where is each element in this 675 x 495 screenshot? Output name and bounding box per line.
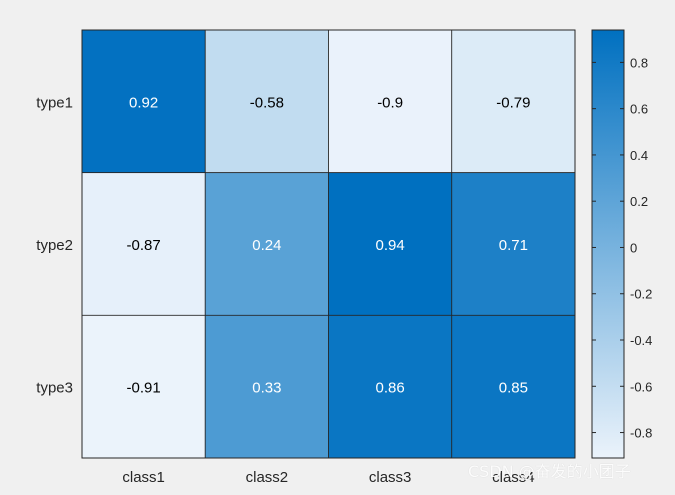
heatmap-cells xyxy=(81,29,576,459)
heatmap-cell-r2-c2 xyxy=(204,172,329,316)
colorbar-gradient xyxy=(591,29,625,459)
heatmap-cell-r1-c1 xyxy=(81,29,206,174)
heatmap-cell-label-r2-c2: 0.24 xyxy=(252,237,281,254)
watermark-text: CSDN @奋发的小团子 xyxy=(468,462,631,481)
x-tick-label-1: class1 xyxy=(122,469,165,486)
colorbar-tick-label-5: 0 xyxy=(630,240,637,255)
heatmap-cell-label-r3-c4: 0.85 xyxy=(499,380,528,397)
heatmap-cell-r1-c2 xyxy=(204,29,329,174)
colorbar-tick-label-1: 0.8 xyxy=(630,55,648,70)
plot-frame xyxy=(81,29,576,459)
colorbar-tick-label-6: -0.2 xyxy=(630,287,652,302)
heatmap-cell-label-r1-c3: -0.9 xyxy=(377,94,403,111)
colorbar-tick-label-9: -0.8 xyxy=(630,426,652,441)
heatmap-cell-label-r2-c4: 0.71 xyxy=(499,237,528,254)
heatmap-cell-labels: 0.92 -0.58 -0.9 -0.79 -0.87 0.24 0.94 0.71 -0.91… xyxy=(127,94,531,396)
colorbar-tick-label-8: -0.6 xyxy=(630,379,652,394)
x-tick-label-4: class4 xyxy=(492,469,535,486)
heatmap-cell-label-r3-c2: 0.33 xyxy=(252,380,281,397)
heatmap-cell-r3-c4 xyxy=(451,314,576,459)
colorbar-tick-label-3: 0.4 xyxy=(630,148,648,163)
heatmap-cell-r2-c4 xyxy=(451,172,576,316)
colorbar-tick-label-2: 0.6 xyxy=(630,102,648,117)
heatmap-cell-r2-c1 xyxy=(81,172,206,316)
heatmap-cell-label-r1-c2: -0.58 xyxy=(250,94,284,111)
heatmap-axes: type1 type2 type3 class1 class2 class3 class4 xyxy=(36,29,576,486)
heatmap-cell-r3-c2 xyxy=(204,314,329,459)
heatmap-cell-label-r3-c1: -0.91 xyxy=(127,380,161,397)
colorbar: 0.8 0.6 0.4 0.2 0 -0.2 -0.4 -0.6 -0.8 xyxy=(591,29,652,459)
x-tick-label-2: class2 xyxy=(246,469,289,486)
heatmap-cell-label-r2-c3: 0.94 xyxy=(376,237,405,254)
heatmap-cell-label-r1-c1: 0.92 xyxy=(129,94,158,111)
heatmap-cell-r1-c4 xyxy=(451,29,576,174)
x-tick-label-3: class3 xyxy=(369,469,412,486)
heatmap-cell-label-r3-c3: 0.86 xyxy=(376,380,405,397)
y-tick-label-1: type1 xyxy=(36,94,73,111)
y-tick-label-2: type2 xyxy=(36,237,73,254)
colorbar-tick-label-4: 0.2 xyxy=(630,194,648,209)
heatmap-cell-r2-c3 xyxy=(328,172,453,316)
y-tick-label-3: type3 xyxy=(36,380,73,397)
heatmap-cell-label-r2-c1: -0.87 xyxy=(127,237,161,254)
colorbar-tick-label-7: -0.4 xyxy=(630,333,652,348)
heatmap-cell-label-r1-c4: -0.79 xyxy=(496,94,530,111)
